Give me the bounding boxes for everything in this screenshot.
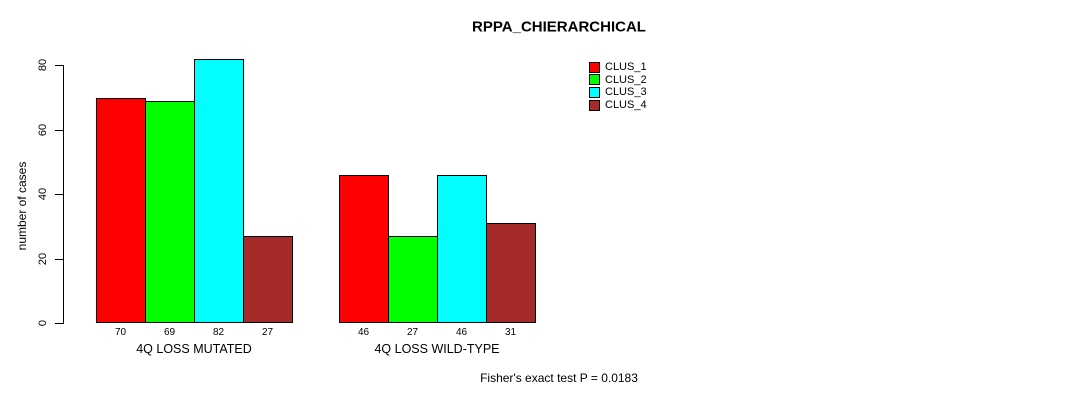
y-axis-tick xyxy=(55,194,63,196)
bar-value-label: 27 xyxy=(261,327,274,338)
bar-clus_1-group1 xyxy=(96,97,146,323)
footnote-annotation: Fisher's exact test P = 0.0183 xyxy=(480,371,638,385)
legend-item-label: CLUS_2 xyxy=(605,73,647,86)
legend-item: CLUS_1 xyxy=(589,61,647,74)
legend-item-label: CLUS_3 xyxy=(605,86,647,99)
y-axis-tick-label: 60 xyxy=(37,123,49,136)
bar-value-label: 70 xyxy=(114,327,127,338)
legend-swatch-clus_1 xyxy=(589,61,600,73)
y-axis-tick xyxy=(55,129,63,131)
bar-clus_1-group2 xyxy=(339,174,389,323)
bar-value-label: 31 xyxy=(504,327,517,338)
bar-value-label: 69 xyxy=(163,327,176,338)
legend-item: CLUS_3 xyxy=(589,86,647,99)
x-category-label: 4Q LOSS MUTATED xyxy=(136,342,252,356)
y-axis-tick-label: 80 xyxy=(37,59,49,72)
bar-value-label: 46 xyxy=(357,327,370,338)
chart-title: RPPA_CHIERARCHICAL xyxy=(472,18,646,36)
bar-clus_4-group2 xyxy=(486,223,536,323)
y-axis-label: number of cases xyxy=(15,161,29,251)
bar-value-label: 82 xyxy=(212,327,225,338)
bar-clus_3-group1 xyxy=(194,59,244,323)
bar-value-label: 27 xyxy=(406,327,419,338)
y-axis-tick xyxy=(55,323,63,324)
bar-clus_3-group2 xyxy=(437,174,487,323)
legend-item-label: CLUS_4 xyxy=(605,99,647,112)
legend-item: CLUS_4 xyxy=(589,99,647,112)
y-axis-tick-label: 40 xyxy=(37,188,49,201)
bar-clus_2-group1 xyxy=(145,100,195,323)
x-category-label: 4Q LOSS WILD-TYPE xyxy=(374,342,500,356)
legend-item: CLUS_2 xyxy=(589,74,647,87)
y-axis-line xyxy=(63,65,64,324)
bar-value-label: 46 xyxy=(455,327,468,338)
legend-swatch-clus_3 xyxy=(589,86,600,98)
y-axis-tick-label: 0 xyxy=(37,319,49,327)
bar-clus_2-group2 xyxy=(388,236,438,323)
legend-item-label: CLUS_1 xyxy=(605,61,647,74)
y-axis-tick xyxy=(55,65,63,67)
legend-swatch-clus_2 xyxy=(589,74,600,86)
y-axis-tick-label: 20 xyxy=(37,252,49,265)
legend-swatch-clus_4 xyxy=(589,99,600,111)
legend: CLUS_1 CLUS_2 CLUS_3 CLUS_4 xyxy=(589,61,647,111)
y-axis-tick xyxy=(55,258,63,260)
bar-clus_4-group1 xyxy=(243,236,293,323)
